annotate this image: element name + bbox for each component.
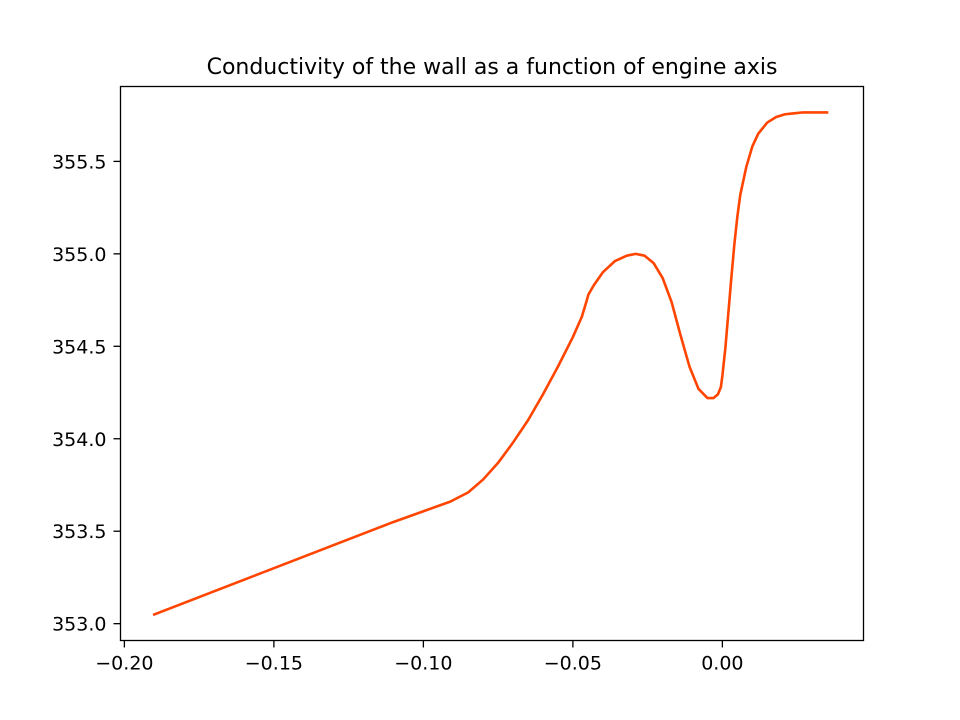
- series-line-0: [152, 111, 829, 617]
- axes-frame: [119, 85, 865, 642]
- plot-layer: [152, 111, 829, 617]
- y-tick-label: 354.0: [52, 429, 106, 451]
- x-axis-ticks: −0.20 −0.15 −0.10 −0.05 0.00: [95, 640, 744, 675]
- x-tick-label: −0.10: [394, 653, 452, 675]
- x-tick-label: −0.15: [245, 653, 303, 675]
- y-tick-label: 355.5: [52, 151, 106, 173]
- y-tick-label: 353.5: [52, 521, 106, 543]
- y-tick-label: 353.0: [52, 614, 106, 636]
- x-tick-label: 0.00: [701, 653, 743, 675]
- chart-title: Conductivity of the wall as a function o…: [207, 55, 778, 80]
- x-tick-label: −0.05: [544, 653, 602, 675]
- y-tick-label: 355.0: [52, 244, 106, 266]
- x-tick-label: −0.20: [95, 653, 153, 675]
- y-axis-ticks: 353.0 353.5 354.0 354.5 355.0 355.5: [52, 151, 121, 636]
- y-tick-label: 354.5: [52, 336, 106, 358]
